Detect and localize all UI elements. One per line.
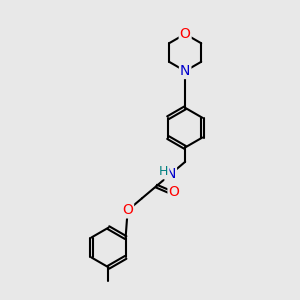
Text: O: O [180, 27, 190, 41]
Text: H: H [159, 165, 168, 178]
Text: O: O [122, 203, 133, 218]
Text: O: O [169, 185, 179, 199]
Text: N: N [180, 64, 190, 78]
Text: N: N [166, 167, 176, 181]
